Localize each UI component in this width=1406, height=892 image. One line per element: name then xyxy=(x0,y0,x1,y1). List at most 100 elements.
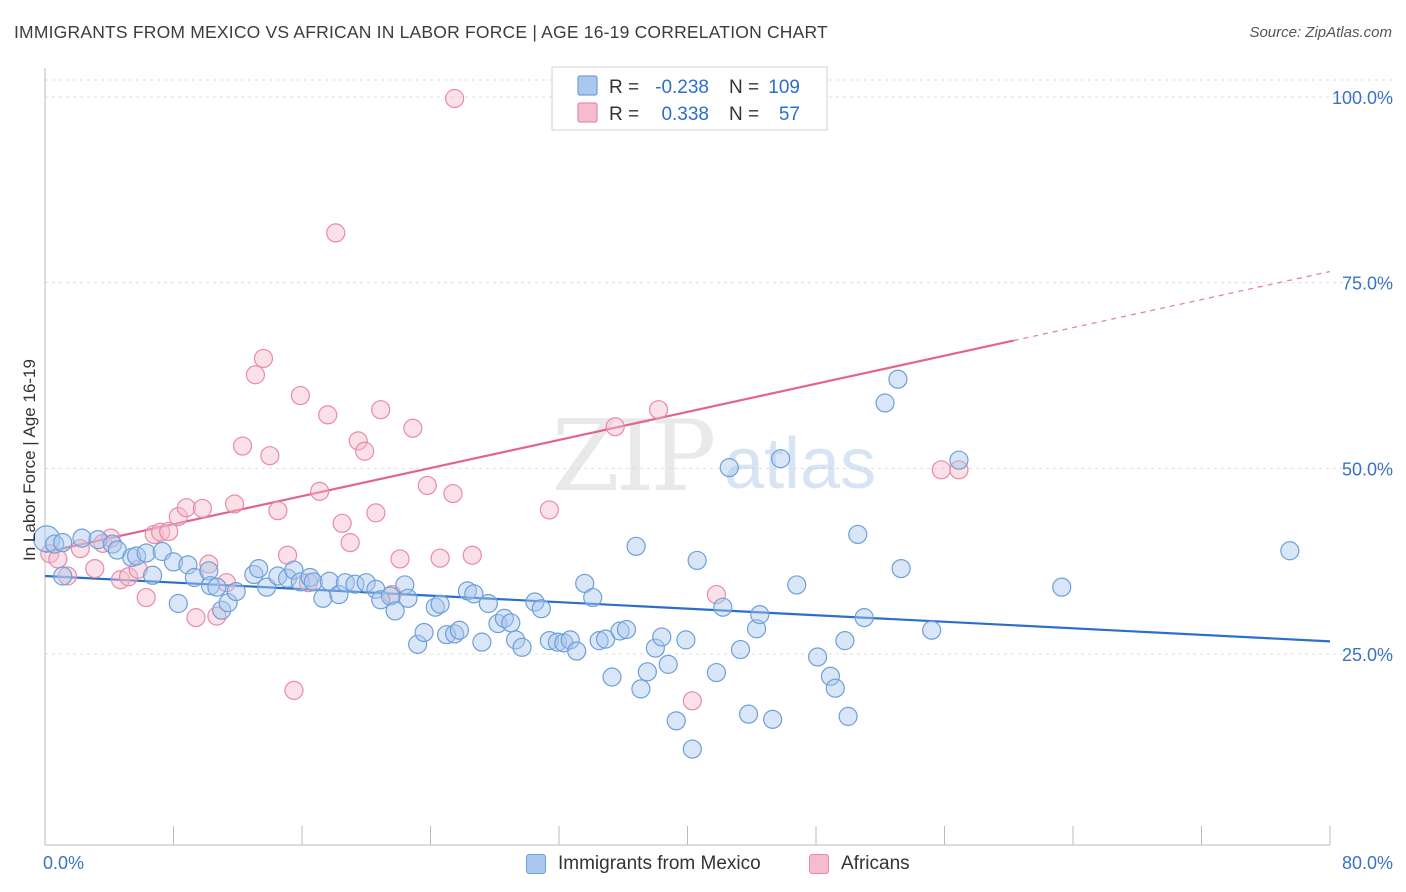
mexico-point xyxy=(212,600,232,620)
mexico-point xyxy=(1052,577,1072,597)
mexico-point xyxy=(478,593,498,614)
africans-point xyxy=(539,500,559,520)
africans-point xyxy=(430,548,450,568)
mexico-point xyxy=(730,639,751,660)
mexico-point xyxy=(512,637,532,657)
mexico-point xyxy=(178,555,198,575)
mexico-point xyxy=(626,536,646,556)
mexico-point xyxy=(835,631,855,651)
stats-r-label-africans: R = xyxy=(609,104,639,125)
legend-item-africans[interactable]: Africans xyxy=(809,853,910,875)
mexico-point xyxy=(891,558,911,579)
mexico-point xyxy=(531,599,551,619)
stats-swatch-mexico xyxy=(577,75,598,96)
africans-point xyxy=(253,348,274,369)
mexico-point xyxy=(313,588,333,608)
mexico-point xyxy=(53,566,73,586)
africans-point xyxy=(186,608,206,628)
y-tick-label-75: 75.0% xyxy=(1342,274,1393,294)
mexico-point xyxy=(539,631,559,651)
axes xyxy=(44,68,1331,846)
africans-point xyxy=(245,365,266,385)
africans-point xyxy=(318,405,338,425)
mexico-point xyxy=(875,393,895,413)
mexico-point xyxy=(408,634,428,654)
africans-point xyxy=(355,441,375,461)
mexico-point xyxy=(838,706,858,726)
africans-point xyxy=(390,549,410,569)
stats-legend-box xyxy=(551,66,828,131)
series-legend: Immigrants from Mexico Africans xyxy=(0,850,1406,880)
x-tick-label-max: 80.0% xyxy=(1342,853,1393,873)
mexico-point xyxy=(319,571,339,591)
mexico-point xyxy=(583,587,603,608)
africans-point xyxy=(648,400,669,420)
legend-item-mexico[interactable]: Immigrants from Mexico xyxy=(526,853,761,875)
africans-point xyxy=(949,460,969,480)
mexico-point xyxy=(631,679,651,699)
mexico-point xyxy=(398,588,418,608)
mexico-point xyxy=(706,662,727,683)
africans-point xyxy=(199,554,219,574)
mexico-point xyxy=(72,528,92,548)
africans-point xyxy=(260,446,280,466)
africans-point xyxy=(462,545,482,565)
mexico-point xyxy=(449,620,470,640)
africans-point xyxy=(326,223,346,243)
mexico-point xyxy=(922,620,942,640)
mexico-point xyxy=(88,530,108,550)
mexico-point xyxy=(385,601,405,621)
mexico-point xyxy=(652,627,672,647)
mexico-point xyxy=(249,558,269,579)
africans-point xyxy=(332,513,352,533)
mexico-point xyxy=(356,573,376,593)
mexico-point xyxy=(854,608,874,628)
legend-label-africans: Africans xyxy=(841,853,910,874)
africans-point xyxy=(444,88,465,109)
africans-point xyxy=(118,567,139,587)
africans-point xyxy=(605,417,625,437)
y-tick-label-100: 100.0% xyxy=(1332,88,1393,108)
mexico-point xyxy=(168,593,188,614)
mexico-point xyxy=(53,532,73,553)
mexico-point xyxy=(658,654,678,674)
mexico-point xyxy=(645,638,665,658)
africans-point xyxy=(268,501,288,521)
mexico-point xyxy=(284,560,304,580)
mexico-point xyxy=(207,577,227,597)
africans-point xyxy=(371,400,391,420)
chart-title: IMMIGRANTS FROM MEXICO VS AFRICAN IN LAB… xyxy=(14,22,828,42)
mexico-point xyxy=(136,543,156,563)
mexico-point xyxy=(602,667,622,687)
africans-point xyxy=(706,584,727,605)
legend-swatch-africans xyxy=(809,854,829,874)
mexico-point xyxy=(808,647,828,667)
mexico-point xyxy=(746,619,767,639)
africans-point xyxy=(192,498,213,519)
africans-point xyxy=(931,460,951,480)
stats-legend: R = -0.238 N = 109 R = 0.338 N = 57 xyxy=(551,66,828,131)
africans-points xyxy=(40,88,969,711)
mexico-point xyxy=(687,550,707,571)
africans-point xyxy=(57,566,78,586)
mexico-point xyxy=(848,524,868,545)
mexico-point xyxy=(464,584,484,604)
africans-point xyxy=(159,521,179,542)
trend-line-mexico xyxy=(44,574,1331,643)
mexico-point xyxy=(763,709,783,729)
stats-swatch-africans xyxy=(577,102,598,123)
mexico-point xyxy=(888,369,908,389)
mexico-point xyxy=(163,552,184,572)
mexico-point xyxy=(567,641,587,661)
source-credit: Source: ZipAtlas.com xyxy=(1249,24,1392,41)
mexico-point xyxy=(329,584,349,605)
mexico-point xyxy=(949,450,969,470)
africans-point xyxy=(417,475,437,496)
africans-point xyxy=(443,483,463,504)
mexico-point xyxy=(560,630,580,650)
mexico-point xyxy=(506,630,526,650)
mexico-point xyxy=(1280,541,1300,561)
africans-point xyxy=(366,503,386,523)
mexico-point xyxy=(820,666,841,686)
mexico-point xyxy=(143,565,163,585)
